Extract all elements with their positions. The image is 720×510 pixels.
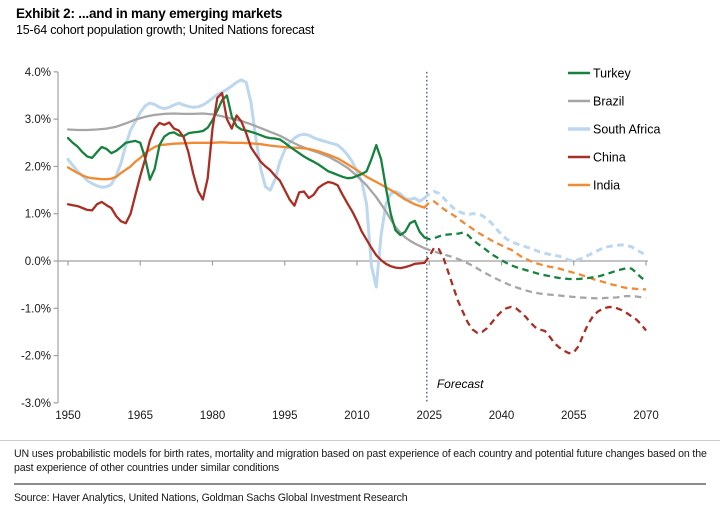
x-tick-label: 1995 (272, 410, 298, 422)
series-history-south-africa (66, 78, 426, 289)
x-tick-label: 1965 (127, 410, 153, 422)
source-text: Source: Haver Analytics, United Nations,… (14, 492, 408, 504)
y-tick-label: -3.0% (21, 398, 51, 410)
series-forecast-india (423, 200, 646, 291)
population-growth-line-chart: 4.0% 3.0% 2.0% 1.0% 0.0% -1.0% -2.0% -3.0% 1950 1… (21, 67, 660, 423)
exhibit-subtitle: 15-64 cohort population growth; United N… (16, 23, 315, 37)
legend-item-china: China (568, 151, 626, 165)
legend-item-brazil: Brazil (568, 95, 624, 109)
legend-item-india: India (568, 179, 620, 193)
y-tick-label: 0.0% (25, 256, 51, 268)
legend-item-south-africa: South Africa (568, 123, 660, 137)
y-tick-label: -1.0% (21, 303, 51, 315)
x-tick-label: 1950 (55, 410, 81, 422)
legend-label: South Africa (593, 123, 660, 137)
series-lines (66, 78, 647, 355)
y-tick-label: 4.0% (25, 67, 51, 79)
x-tick-label: 2010 (344, 410, 370, 422)
x-tick-label: 1980 (200, 410, 226, 422)
series-forecast-china (423, 246, 647, 355)
series-history-india (66, 141, 426, 209)
legend-item-turkey: Turkey (568, 67, 631, 81)
y-tick-label: -2.0% (21, 351, 51, 363)
footnote-divider (0, 440, 720, 441)
x-tick-label: 2055 (561, 410, 587, 422)
series-forecast-brazil (424, 247, 647, 300)
series-forecast-turkey (424, 231, 647, 282)
series-history-brazil (66, 112, 426, 250)
legend-label: India (593, 179, 620, 193)
footnote-text: UN uses probabilistic models for birth r… (14, 448, 707, 474)
source-divider (14, 483, 706, 485)
series-history-turkey (66, 94, 426, 239)
y-tick-label: 1.0% (25, 209, 51, 221)
axes: 4.0% 3.0% 2.0% 1.0% 0.0% -1.0% -2.0% -3.0% 1950 1… (21, 67, 659, 422)
x-tick-label: 2025 (416, 410, 442, 422)
y-tick-label: 3.0% (25, 114, 51, 126)
forecast-label: Forecast (437, 377, 484, 391)
legend-label: Brazil (593, 95, 624, 109)
series-history-china (66, 91, 426, 270)
y-tick-label: 2.0% (25, 161, 51, 173)
legend-label: China (593, 151, 626, 165)
series-forecast-south-africa (423, 190, 647, 263)
legend-label: Turkey (593, 67, 631, 81)
exhibit-title: Exhibit 2: ...and in many emerging marke… (16, 6, 283, 21)
legend: Turkey Brazil South Africa China India (568, 67, 660, 193)
x-tick-label: 2070 (633, 410, 659, 422)
x-tick-label: 2040 (489, 410, 515, 422)
